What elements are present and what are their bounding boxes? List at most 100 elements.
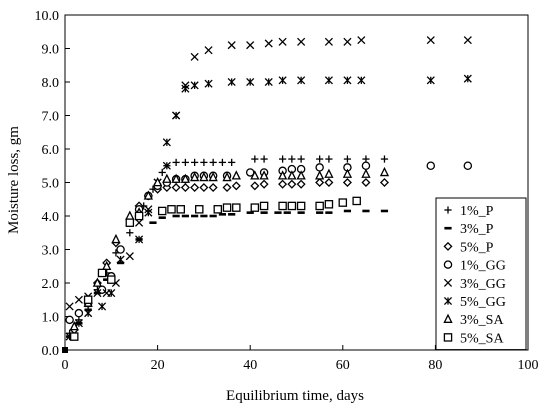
- data-point: [116, 245, 125, 254]
- data-point: [357, 36, 366, 45]
- x-tick-label: 80: [428, 358, 442, 373]
- data-point: [181, 84, 190, 93]
- data-point: [259, 170, 269, 180]
- data-point: [361, 161, 371, 170]
- data-point: [324, 200, 334, 209]
- data-point: [287, 170, 297, 180]
- data-point: [162, 161, 171, 170]
- data-point: [278, 76, 287, 85]
- data-point: [70, 332, 79, 341]
- data-point: [324, 177, 334, 188]
- data-point: [426, 76, 435, 85]
- legend: 1%_P 3%_P 5%_P 1%_GG 3%_GG 5%_GG 3%_SA 5%_SA: [435, 197, 527, 351]
- legend-item: 5%_SA: [443, 331, 504, 346]
- data-point: [324, 168, 334, 178]
- data-point: [157, 206, 167, 216]
- data-point: [342, 168, 353, 178]
- data-point: [324, 76, 333, 85]
- y-tick-label: 1.0: [42, 311, 60, 326]
- data-points: [62, 36, 473, 353]
- data-point: [191, 158, 199, 166]
- legend-label: 3%_SA: [460, 313, 504, 328]
- data-point: [222, 183, 232, 193]
- data-point: [314, 170, 325, 180]
- data-point: [361, 177, 371, 188]
- data-point: [362, 155, 370, 163]
- data-point: [189, 171, 200, 182]
- data-point: [277, 170, 288, 180]
- data-point: [125, 252, 134, 261]
- y-tick-label: 6.0: [42, 143, 60, 158]
- data-point: [296, 179, 306, 189]
- data-point: [361, 168, 371, 178]
- data-point: [199, 183, 209, 193]
- data-point: [204, 79, 213, 88]
- data-point: [251, 155, 259, 163]
- series-5%_SA: [62, 196, 361, 353]
- data-point: [264, 39, 273, 48]
- legend-item: 3%_SA: [443, 313, 504, 328]
- data-point: [144, 208, 153, 217]
- data-point: [213, 205, 223, 214]
- y-tick-label: 9.0: [42, 43, 60, 58]
- legend-marker: [443, 313, 453, 323]
- data-point: [97, 302, 107, 311]
- legend-label: 5%_SA: [460, 331, 504, 346]
- data-point: [287, 179, 297, 189]
- data-point: [208, 183, 218, 193]
- data-point: [250, 203, 260, 212]
- data-point: [278, 201, 287, 211]
- x-axis-label: Equilibrium time, days: [226, 388, 364, 404]
- data-point: [125, 218, 135, 227]
- x-tick-label: 40: [243, 358, 257, 373]
- data-point: [97, 285, 107, 294]
- legend-item: 1%_GG: [443, 259, 506, 274]
- data-point: [250, 170, 260, 180]
- data-point: [171, 183, 181, 193]
- data-point: [379, 166, 390, 177]
- data-point: [93, 288, 102, 298]
- data-point: [315, 163, 324, 172]
- legend-marker: [443, 296, 453, 306]
- data-point: [315, 201, 324, 211]
- data-point: [69, 320, 79, 331]
- data-point: [172, 158, 180, 166]
- data-point: [62, 347, 68, 353]
- y-axis-label: Moisture loss, gm: [6, 126, 22, 234]
- data-point: [162, 173, 172, 183]
- legend-item: 5%_P: [443, 240, 494, 255]
- data-point: [83, 295, 93, 304]
- legend-label: 3%_GG: [460, 277, 506, 292]
- data-point: [463, 36, 472, 45]
- data-point: [297, 37, 306, 46]
- data-point: [208, 171, 218, 182]
- data-point: [92, 277, 103, 287]
- data-point: [190, 81, 199, 90]
- data-point: [152, 176, 163, 187]
- data-point: [297, 155, 305, 163]
- data-point: [297, 76, 306, 85]
- legend-marker: [443, 278, 453, 287]
- data-point: [259, 179, 269, 189]
- data-point: [111, 233, 121, 244]
- data-point: [180, 183, 190, 193]
- legend-marker: [443, 260, 453, 269]
- data-point: [143, 190, 153, 200]
- legend-label: 1%_GG: [460, 259, 506, 274]
- data-point: [343, 37, 352, 46]
- data-point: [279, 155, 287, 163]
- data-point: [107, 288, 116, 298]
- data-point: [426, 36, 435, 45]
- data-point: [278, 37, 287, 46]
- data-point: [231, 170, 241, 180]
- legend-label: 5%_GG: [460, 295, 506, 310]
- data-point: [171, 173, 181, 183]
- data-point: [126, 229, 134, 237]
- data-point: [259, 201, 269, 211]
- legend-item: 5%_GG: [443, 295, 506, 310]
- data-point: [190, 52, 199, 61]
- y-tick-label: 10.0: [35, 9, 60, 24]
- data-point: [231, 181, 241, 191]
